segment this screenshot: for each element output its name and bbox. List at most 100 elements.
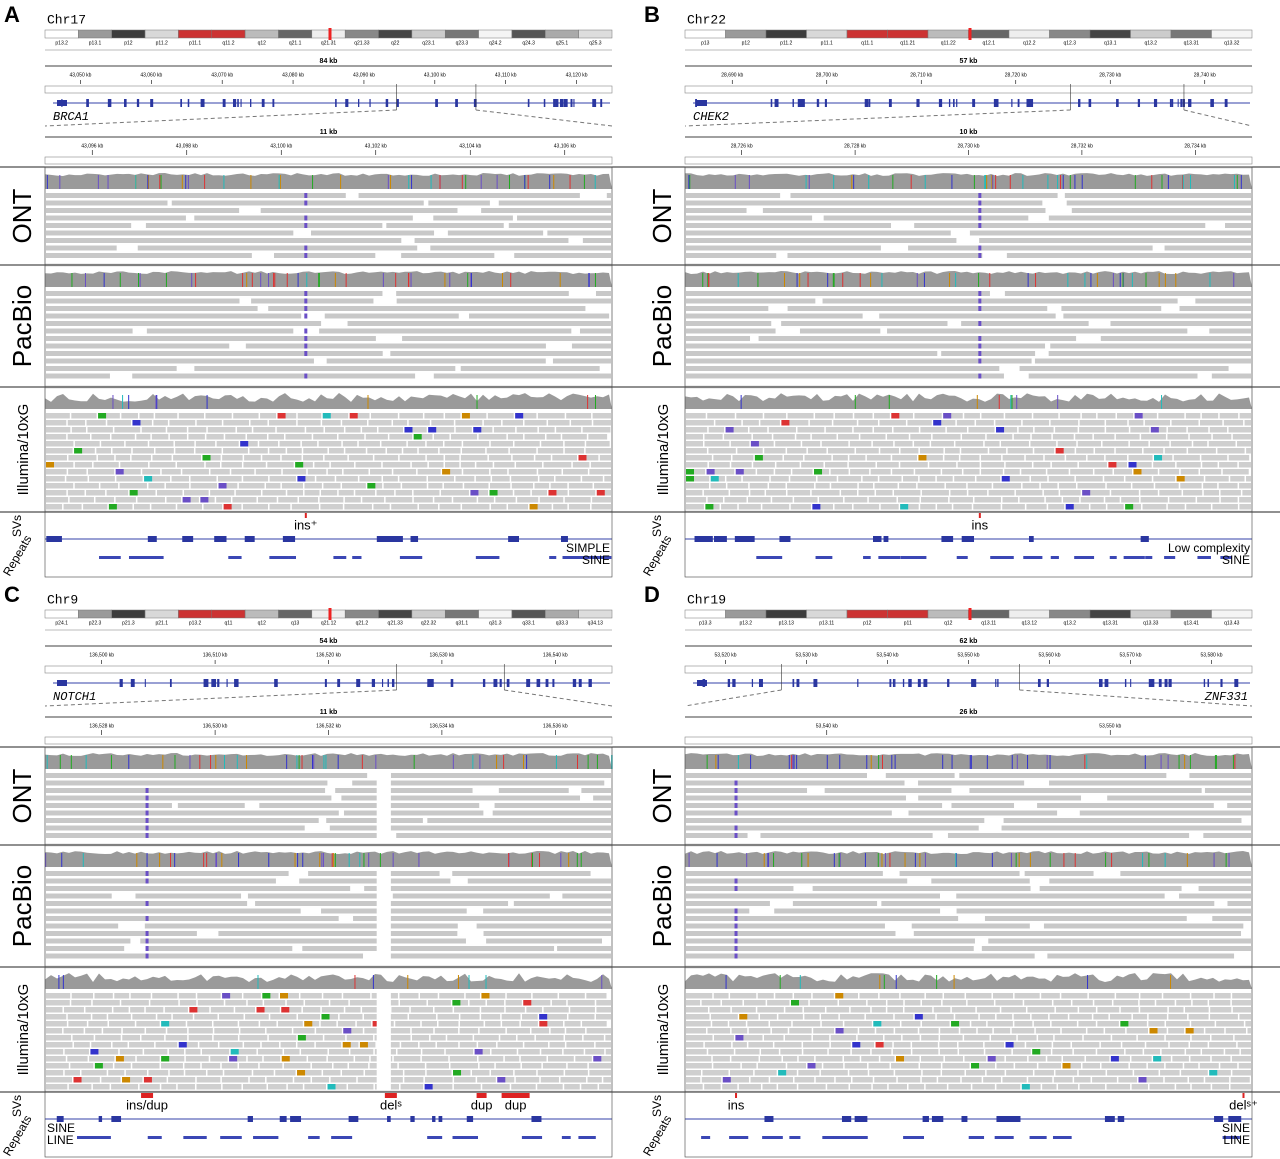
- read: [586, 993, 607, 999]
- read: [353, 916, 611, 921]
- read: [426, 455, 444, 461]
- read: [1133, 469, 1158, 475]
- read: [1105, 1028, 1126, 1034]
- gene-exon: [564, 99, 566, 107]
- read: [1118, 1077, 1137, 1083]
- read: [1200, 469, 1222, 475]
- read: [1079, 427, 1105, 433]
- read: [46, 825, 305, 831]
- read: [1097, 1007, 1120, 1013]
- sv-mark: [1242, 1093, 1245, 1098]
- read: [481, 993, 506, 999]
- ideogram-band: [765, 29, 807, 39]
- coverage-mismatch: [286, 755, 288, 769]
- read: [439, 993, 465, 999]
- read: [1057, 441, 1077, 447]
- coverage-mismatch: [136, 853, 138, 867]
- coverage-mismatch: [367, 395, 369, 409]
- read: [822, 298, 1178, 304]
- read: [250, 420, 268, 426]
- read: [959, 1049, 984, 1055]
- read: [46, 253, 252, 258]
- read: [164, 1007, 188, 1013]
- mismatch-read: [1134, 413, 1143, 419]
- read: [395, 1021, 421, 1027]
- read: [1239, 497, 1251, 503]
- read: [404, 427, 427, 433]
- read: [398, 1063, 425, 1069]
- read: [708, 427, 725, 433]
- ideogram-band: [846, 29, 888, 39]
- coverage-mismatch: [763, 853, 765, 867]
- mismatch-read: [404, 427, 413, 433]
- read: [444, 441, 462, 447]
- read: [259, 441, 279, 447]
- read: [581, 1084, 598, 1090]
- read: [262, 490, 286, 496]
- repeat-element: [995, 1136, 1006, 1139]
- read: [1001, 825, 1251, 831]
- insertion: [978, 193, 982, 198]
- read: [747, 1021, 769, 1027]
- coverage-mismatch: [155, 395, 157, 409]
- read: [760, 1056, 782, 1062]
- read: [190, 483, 218, 489]
- repeat-element: [531, 1116, 542, 1122]
- coverage-mismatch: [1015, 853, 1017, 867]
- track-label: ONT: [7, 188, 37, 243]
- coverage-mismatch: [1233, 175, 1235, 189]
- read: [1038, 1063, 1062, 1069]
- overview-tick-label: 136,520 kb: [316, 652, 341, 658]
- coverage-mismatch: [1027, 273, 1029, 287]
- read: [981, 946, 1251, 951]
- read: [370, 469, 392, 475]
- coverage-mismatch: [313, 755, 315, 769]
- read: [991, 1035, 1017, 1041]
- read: [125, 1070, 147, 1076]
- gene-exon: [107, 99, 110, 107]
- read: [1043, 490, 1059, 496]
- read: [1190, 1056, 1211, 1062]
- mismatch-read: [1062, 1063, 1071, 1069]
- coverage-mismatch: [688, 853, 690, 867]
- read: [462, 448, 486, 454]
- read: [418, 504, 439, 510]
- read: [506, 993, 532, 999]
- mismatch-read: [413, 434, 422, 440]
- read: [1160, 1070, 1180, 1076]
- mismatch-read: [223, 504, 232, 510]
- coverage-mismatch: [531, 853, 533, 867]
- read: [89, 1056, 115, 1062]
- read: [201, 1063, 221, 1069]
- gene-exon: [1182, 99, 1185, 107]
- read: [955, 1014, 979, 1020]
- read: [482, 1084, 510, 1090]
- read: [443, 483, 463, 489]
- band-label: q13.33: [1143, 620, 1159, 626]
- band-label: q13.31: [1103, 620, 1119, 626]
- read: [1140, 490, 1158, 496]
- read: [977, 1028, 993, 1034]
- read: [919, 1028, 939, 1034]
- read: [367, 448, 386, 454]
- read: [508, 223, 611, 228]
- coverage-mismatch: [953, 975, 955, 989]
- read: [686, 1056, 712, 1062]
- read: [936, 1014, 954, 1020]
- read: [767, 1000, 790, 1006]
- read: [686, 253, 777, 258]
- read: [971, 1021, 987, 1027]
- read: [594, 483, 611, 489]
- read: [508, 469, 537, 475]
- read: [794, 993, 812, 999]
- read: [1191, 1035, 1210, 1041]
- coverage-mismatch: [470, 273, 472, 287]
- insertion: [304, 328, 308, 334]
- read: [397, 1049, 421, 1055]
- read: [1005, 413, 1032, 419]
- gene-exon: [801, 99, 805, 107]
- chromosome-name: Chr17: [47, 12, 86, 27]
- read: [478, 1056, 504, 1062]
- read: [783, 455, 804, 461]
